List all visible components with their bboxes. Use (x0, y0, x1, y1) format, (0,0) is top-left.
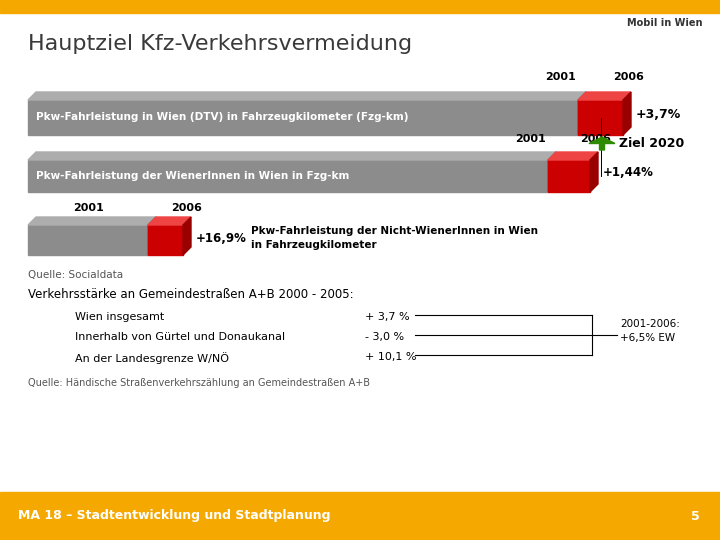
Text: Innerhalb von Gürtel und Donaukanal: Innerhalb von Gürtel und Donaukanal (75, 332, 285, 342)
Text: 2001: 2001 (544, 72, 575, 82)
Text: 2001: 2001 (73, 203, 104, 213)
Polygon shape (548, 152, 598, 160)
Bar (28, 100, 578, 135)
Polygon shape (578, 92, 631, 100)
Text: 2006: 2006 (171, 203, 202, 213)
Text: Verkehrsstärke an Gemeindestraßen A+B 2000 - 2005:: Verkehrsstärke an Gemeindestraßen A+B 20… (28, 288, 354, 301)
Polygon shape (589, 137, 615, 150)
Text: 2001-2006:
+6,5% EW: 2001-2006: +6,5% EW (620, 319, 680, 342)
Text: 5: 5 (691, 510, 700, 523)
Polygon shape (148, 217, 191, 225)
Text: Pkw-Fahrleistung in Wien (DTV) in Fahrzeugkilometer (Fzg-km): Pkw-Fahrleistung in Wien (DTV) in Fahrze… (36, 112, 408, 123)
Polygon shape (590, 152, 598, 192)
Text: + 10,1 %: + 10,1 % (365, 352, 416, 362)
Text: 2006: 2006 (613, 72, 644, 82)
Text: An der Landesgrenze W/NÖ: An der Landesgrenze W/NÖ (75, 352, 229, 364)
Text: 2006: 2006 (580, 134, 611, 144)
Polygon shape (548, 152, 556, 192)
Text: 2001: 2001 (515, 134, 545, 144)
Text: - 3,0 %: - 3,0 % (365, 332, 404, 342)
Text: Mobil in Wien: Mobil in Wien (627, 18, 703, 28)
Polygon shape (28, 92, 586, 100)
Bar (28, 160, 548, 192)
Polygon shape (148, 217, 156, 255)
Text: Wien insgesamt: Wien insgesamt (75, 312, 164, 322)
Bar (0, 492, 720, 540)
Text: Ziel 2020: Ziel 2020 (619, 137, 684, 150)
Polygon shape (28, 152, 556, 160)
Text: +1,44%: +1,44% (603, 166, 654, 179)
Text: Pkw-Fahrleistung der Nicht-WienerInnen in Wien
in Fahrzeugkilometer: Pkw-Fahrleistung der Nicht-WienerInnen i… (251, 226, 538, 249)
Text: +16,9%: +16,9% (196, 232, 247, 245)
Polygon shape (183, 217, 191, 255)
Text: + 3,7 %: + 3,7 % (365, 312, 410, 322)
Bar (578, 100, 623, 135)
Text: Quelle: Händische Straßenverkehrszählung an Gemeindestraßen A+B: Quelle: Händische Straßenverkehrszählung… (28, 378, 370, 388)
Polygon shape (28, 217, 156, 225)
Bar (148, 225, 183, 255)
Polygon shape (623, 92, 631, 135)
Text: +3,7%: +3,7% (636, 108, 681, 121)
Bar (28, 225, 148, 255)
Bar (548, 160, 590, 192)
Text: MA 18 – Stadtentwicklung und Stadtplanung: MA 18 – Stadtentwicklung und Stadtplanun… (18, 510, 330, 523)
Text: Quelle: Socialdata: Quelle: Socialdata (28, 270, 123, 280)
Text: Hauptziel Kfz-Verkehrsvermeidung: Hauptziel Kfz-Verkehrsvermeidung (28, 34, 412, 54)
Polygon shape (578, 92, 586, 135)
Text: Pkw-Fahrleistung der WienerInnen in Wien in Fzg-km: Pkw-Fahrleistung der WienerInnen in Wien… (36, 171, 349, 181)
Bar (0, 0, 720, 13)
